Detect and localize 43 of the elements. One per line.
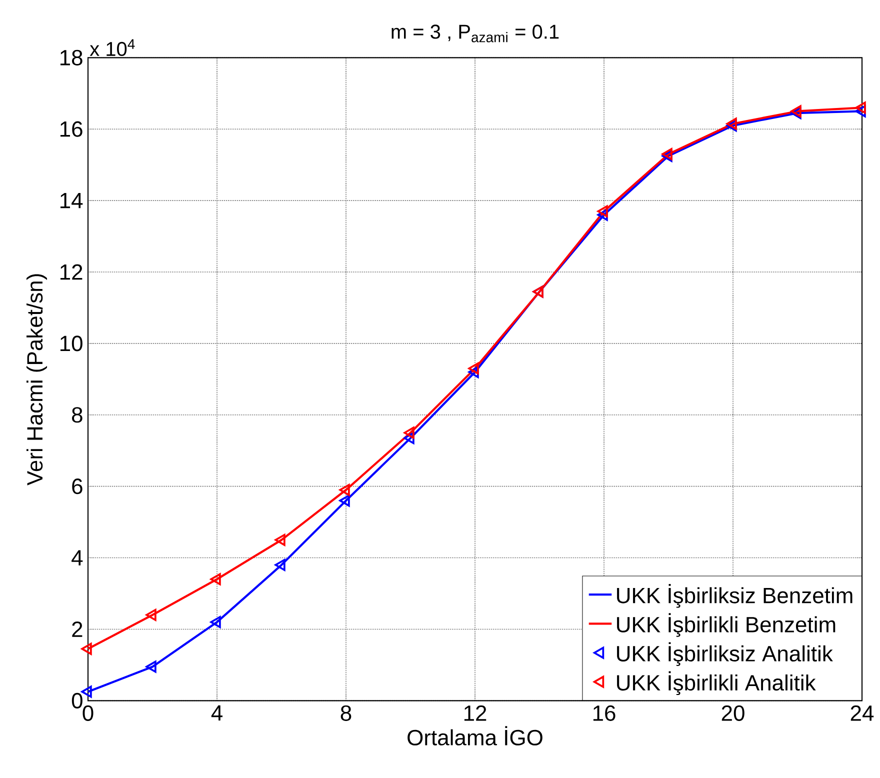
- point: [468, 362, 479, 374]
- legend-label: UKK İşbirliksiz Analitik: [617, 642, 833, 666]
- point: [404, 426, 414, 439]
- x-tick-label: 20: [722, 705, 744, 721]
- point: [468, 366, 479, 378]
- y-axis-title: Veri Hacmi (Paket/sn): [26, 274, 48, 486]
- legend-label: UKK İşbirlikli Benzetim: [617, 613, 836, 637]
- y-tick-label: 4: [72, 550, 83, 566]
- y-tick-label: 12: [60, 264, 82, 280]
- y-tick-label: 10: [60, 336, 82, 352]
- x-tick-label: 16: [593, 705, 616, 721]
- x-tick-label: 0: [82, 705, 94, 721]
- y-tick-label: 8: [72, 407, 82, 423]
- x-axis-title: Ortalama İGO: [408, 726, 542, 746]
- point: [597, 205, 608, 218]
- point: [274, 558, 286, 571]
- point: [146, 608, 156, 621]
- x-tick-label: 24: [850, 705, 874, 721]
- legend-label: UKK İşbirliksiz Benzetim: [617, 584, 852, 608]
- y-tick-label: 2: [72, 622, 82, 637]
- y-tick-label: 14: [60, 192, 83, 208]
- y-tick-label: 0: [72, 692, 82, 708]
- x-tick-label: 4: [211, 705, 222, 721]
- point: [210, 616, 221, 628]
- point: [146, 660, 156, 673]
- x-tick-label: 8: [340, 705, 352, 721]
- chart-title: m = 3 , P$_{azami}$ = 0.1: [392, 24, 559, 42]
- point: [339, 484, 350, 496]
- y-tick-label: 6: [72, 478, 82, 494]
- point: [81, 642, 92, 655]
- point: [855, 102, 866, 114]
- legend-label: UKK İşbirlikli Analitik: [617, 671, 816, 696]
- point: [339, 494, 350, 507]
- text: x 10$^{4}$: [90, 39, 135, 56]
- point: [597, 208, 608, 221]
- point: [274, 534, 286, 546]
- y-tick-label: 16: [60, 121, 82, 137]
- y-tick-label: 18: [60, 50, 82, 66]
- point: [210, 573, 221, 586]
- x-tick-label: 12: [464, 705, 486, 721]
- point: [81, 686, 92, 698]
- point: [855, 105, 866, 118]
- point: [404, 432, 414, 444]
